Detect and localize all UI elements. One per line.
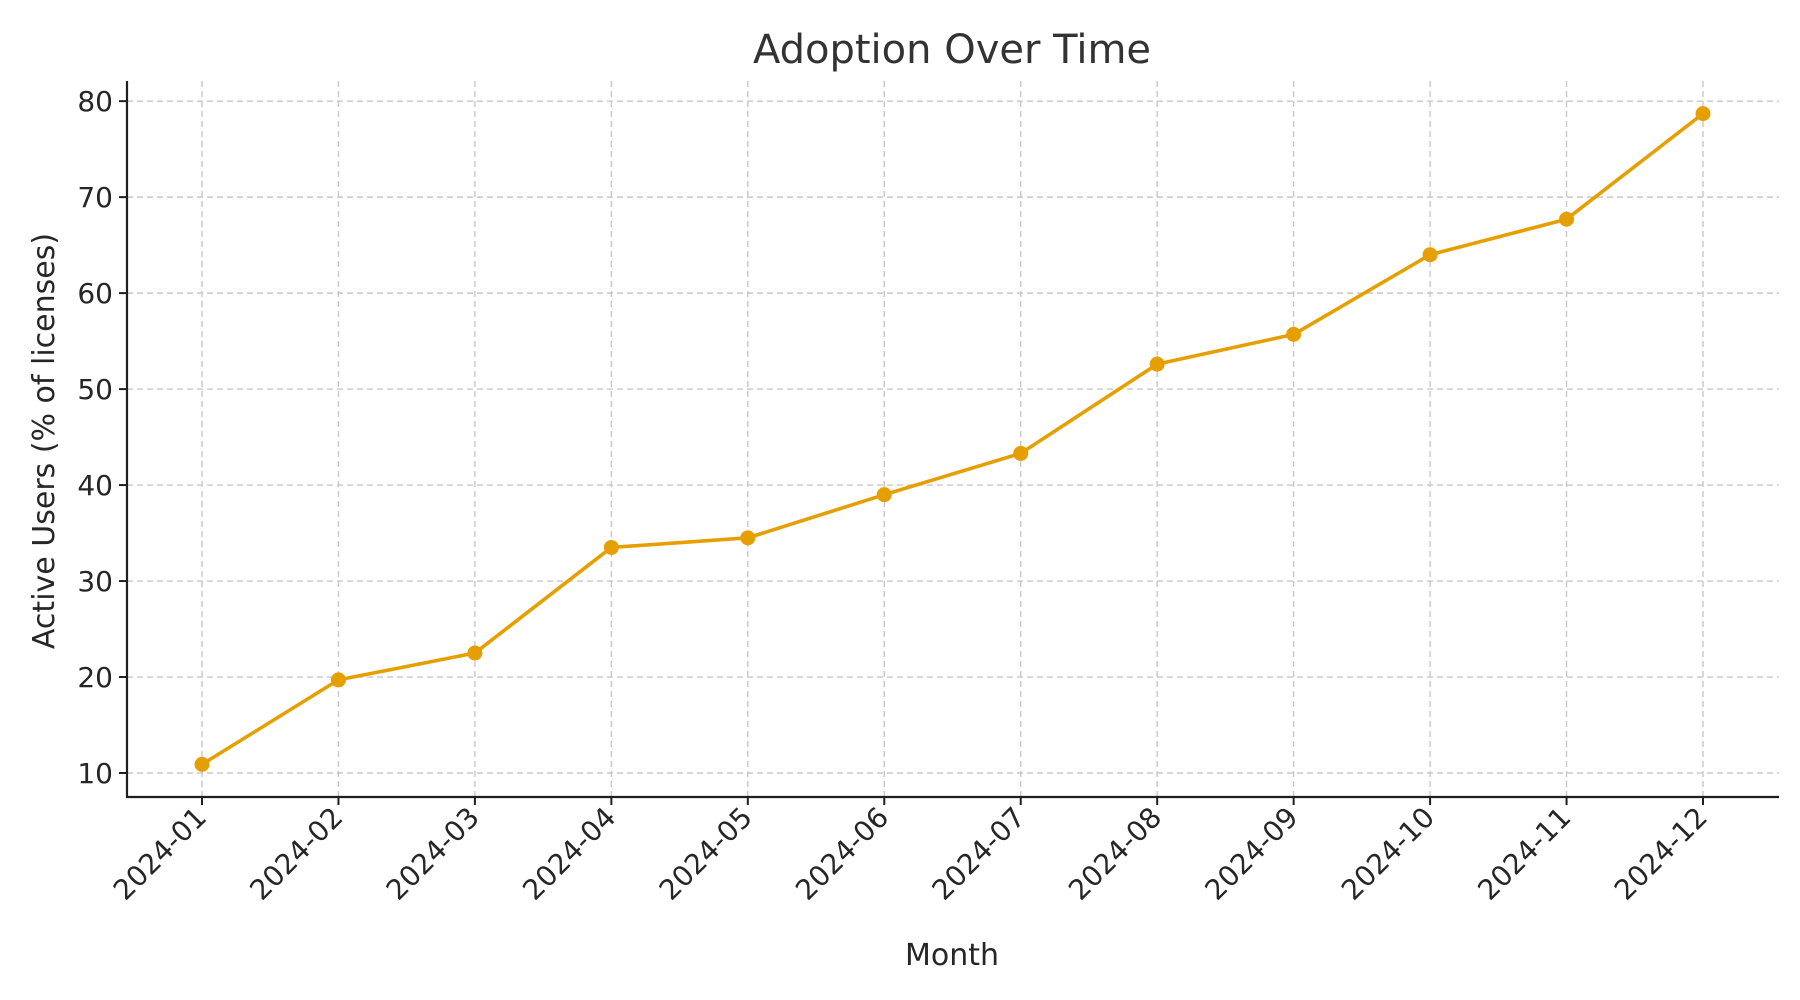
x-tick-label: 2024-12 <box>1608 801 1714 907</box>
data-point <box>467 645 483 661</box>
x-tick-label: 2024-07 <box>926 801 1032 907</box>
x-tick-label: 2024-04 <box>516 801 622 907</box>
x-axis-label: Month <box>905 938 999 973</box>
data-point <box>330 672 346 688</box>
y-tick-label: 30 <box>77 565 113 598</box>
x-tick-label: 2024-10 <box>1335 801 1441 907</box>
x-tick-label: 2024-05 <box>653 801 759 907</box>
data-point <box>876 487 892 503</box>
series-layer <box>194 106 1711 772</box>
y-tick-label: 20 <box>77 661 113 694</box>
x-tick-label: 2024-01 <box>107 801 213 907</box>
y-axis-label: Active Users (% of licenses) <box>27 233 62 649</box>
chart-title: Adoption Over Time <box>753 27 1151 73</box>
data-point <box>1286 326 1302 342</box>
data-point <box>1149 356 1165 372</box>
data-point <box>603 539 619 555</box>
y-tick-label: 40 <box>77 469 113 502</box>
x-tick-label: 2024-09 <box>1199 801 1305 907</box>
y-tick-label: 80 <box>77 85 113 118</box>
y-ticks-layer: 10 20 30 40 50 60 70 80 <box>77 85 127 790</box>
data-point <box>1559 211 1575 227</box>
grid-layer <box>127 81 1779 797</box>
x-tick-label: 2024-11 <box>1471 801 1577 907</box>
data-point <box>1422 247 1438 263</box>
data-point <box>194 756 210 772</box>
x-tick-label: 2024-08 <box>1062 801 1168 907</box>
series-line <box>200 111 1705 767</box>
y-tick-label: 50 <box>77 373 113 406</box>
y-tick-label: 70 <box>77 181 113 214</box>
y-tick-label: 60 <box>77 277 113 310</box>
data-point <box>740 530 756 546</box>
data-point <box>1013 445 1029 461</box>
x-tick-label: 2024-02 <box>243 801 349 907</box>
x-tick-label: 2024-03 <box>380 801 486 907</box>
axes-layer <box>125 81 1779 799</box>
y-tick-label: 10 <box>77 757 113 790</box>
x-ticks-layer: 2024-01 2024-02 2024-03 2024-04 2024-05 2024-… <box>107 797 1714 907</box>
x-tick-label: 2024-06 <box>789 801 895 907</box>
data-point <box>1695 106 1711 122</box>
